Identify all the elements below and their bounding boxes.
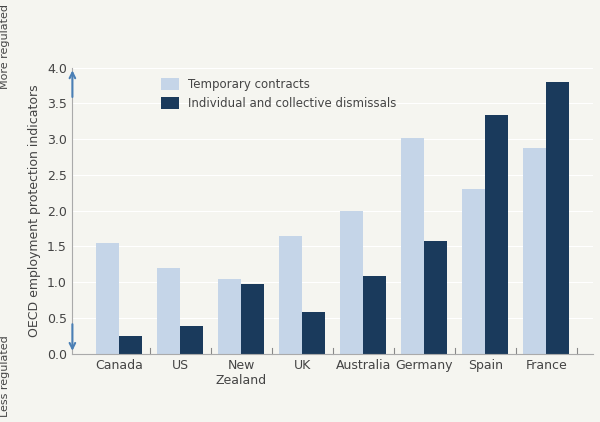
- Bar: [363, 276, 386, 354]
- Bar: [424, 241, 448, 354]
- Bar: [462, 189, 485, 354]
- Y-axis label: OECD employment protection indicators: OECD employment protection indicators: [28, 84, 41, 337]
- Bar: [218, 279, 241, 354]
- Bar: [279, 235, 302, 354]
- Bar: [180, 327, 203, 354]
- Bar: [119, 336, 142, 354]
- Text: Less regulated: Less regulated: [0, 336, 10, 417]
- Bar: [157, 268, 180, 354]
- Legend: Temporary contracts, Individual and collective dismissals: Temporary contracts, Individual and coll…: [157, 73, 401, 115]
- Bar: [523, 148, 546, 354]
- Bar: [96, 243, 119, 354]
- Text: More regulated: More regulated: [0, 4, 10, 89]
- Bar: [302, 312, 325, 354]
- Bar: [340, 211, 363, 354]
- Bar: [485, 116, 508, 354]
- Bar: [401, 138, 424, 354]
- Bar: [241, 284, 265, 354]
- Bar: [546, 82, 569, 354]
